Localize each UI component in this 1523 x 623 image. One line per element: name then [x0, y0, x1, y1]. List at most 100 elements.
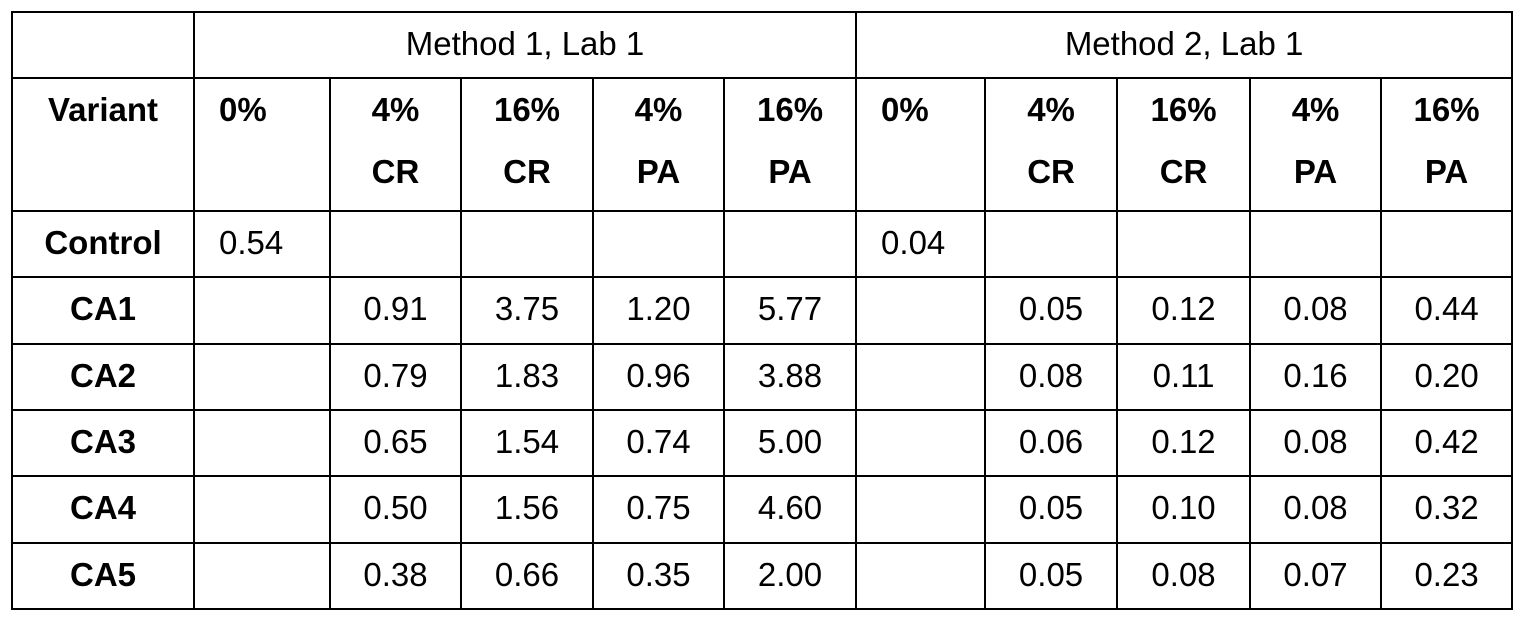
column-header: 16%PA [1381, 78, 1512, 211]
value-cell: 0.66 [461, 543, 593, 609]
value-cell: 0.65 [330, 410, 461, 476]
value-cell [461, 211, 593, 277]
value-cell: 0.35 [593, 543, 724, 609]
value-cell: 0.23 [1381, 543, 1512, 609]
value-cell [1381, 211, 1512, 277]
variant-cell: CA3 [12, 410, 194, 476]
value-cell: 0.91 [330, 277, 461, 343]
column-header: 4%PA [1250, 78, 1381, 211]
group-header-method-2: Method 2, Lab 1 [856, 12, 1512, 78]
corner-cell [12, 12, 194, 78]
value-cell [194, 277, 330, 343]
column-header-row: Variant 0% 4%CR 16%CR 4%PA 16%PA 0% 4%CR… [12, 78, 1512, 211]
value-cell: 0.08 [985, 344, 1117, 410]
value-cell: 0.12 [1117, 277, 1250, 343]
value-cell: 0.06 [985, 410, 1117, 476]
table-row: CA50.380.660.352.000.050.080.070.23 [12, 543, 1512, 609]
value-cell: 0.11 [1117, 344, 1250, 410]
value-cell: 0.07 [1250, 543, 1381, 609]
value-cell [856, 543, 985, 609]
column-header-line-2: CR [986, 141, 1116, 203]
column-header-line-1: 16% [1382, 79, 1511, 141]
value-cell: 0.05 [985, 476, 1117, 542]
variant-header: Variant [12, 78, 194, 211]
column-header-line-2: PA [1382, 141, 1511, 203]
value-cell: 0.38 [330, 543, 461, 609]
column-header-line-2: PA [1251, 141, 1380, 203]
column-header-line-1: 4% [331, 79, 460, 141]
column-header: 4%CR [985, 78, 1117, 211]
value-cell: 0.74 [593, 410, 724, 476]
table-row: CA10.913.751.205.770.050.120.080.44 [12, 277, 1512, 343]
value-cell: 0.16 [1250, 344, 1381, 410]
value-cell: 5.77 [724, 277, 856, 343]
value-cell [194, 476, 330, 542]
value-cell [1117, 211, 1250, 277]
column-header-line-1: 0% [219, 79, 329, 141]
column-header: 4%PA [593, 78, 724, 211]
value-cell [1250, 211, 1381, 277]
value-cell [330, 211, 461, 277]
value-cell [856, 476, 985, 542]
table-row: Control0.54 0.04 [12, 211, 1512, 277]
value-cell: 1.83 [461, 344, 593, 410]
value-cell: 0.10 [1117, 476, 1250, 542]
value-cell: 0.08 [1250, 410, 1381, 476]
value-cell: 0.32 [1381, 476, 1512, 542]
value-cell [194, 344, 330, 410]
value-cell: 0.79 [330, 344, 461, 410]
value-cell: 0.04 [856, 211, 985, 277]
column-header-line-1: 16% [1118, 79, 1249, 141]
variant-cell: CA1 [12, 277, 194, 343]
value-cell: 0.05 [985, 543, 1117, 609]
column-header-line-1: 4% [1251, 79, 1380, 141]
group-header-row: Method 1, Lab 1 Method 2, Lab 1 [12, 12, 1512, 78]
value-cell: 0.20 [1381, 344, 1512, 410]
group-header-method-1: Method 1, Lab 1 [194, 12, 856, 78]
table-row: CA30.651.540.745.000.060.120.080.42 [12, 410, 1512, 476]
data-table: Method 1, Lab 1 Method 2, Lab 1 Variant … [11, 11, 1513, 610]
column-header: 0% [856, 78, 985, 211]
value-cell: 0.54 [194, 211, 330, 277]
value-cell [856, 277, 985, 343]
value-cell: 0.75 [593, 476, 724, 542]
value-cell: 1.20 [593, 277, 724, 343]
column-header: 16%CR [461, 78, 593, 211]
value-cell: 0.96 [593, 344, 724, 410]
column-header: 16%PA [724, 78, 856, 211]
value-cell: 0.12 [1117, 410, 1250, 476]
value-cell [856, 410, 985, 476]
table-row: CA4 0.501.560.754.60 0.050.100.080.32 [12, 476, 1512, 542]
value-cell: 0.44 [1381, 277, 1512, 343]
value-cell [985, 211, 1117, 277]
column-header-line-1: 4% [594, 79, 723, 141]
value-cell: 1.56 [461, 476, 593, 542]
value-cell: 3.75 [461, 277, 593, 343]
variant-cell: CA2 [12, 344, 194, 410]
table-body: Control0.540.04CA10.913.751.205.770.050.… [12, 211, 1512, 609]
column-header: 0% [194, 78, 330, 211]
column-header-line-2: CR [1118, 141, 1249, 203]
column-header: 16%CR [1117, 78, 1250, 211]
value-cell: 0.50 [330, 476, 461, 542]
column-header-line-2: CR [331, 141, 460, 203]
value-cell: 5.00 [724, 410, 856, 476]
value-cell [194, 543, 330, 609]
value-cell [856, 344, 985, 410]
value-cell: 2.00 [724, 543, 856, 609]
column-header-line-2: PA [725, 141, 855, 203]
value-cell: 4.60 [724, 476, 856, 542]
value-cell: 0.08 [1250, 476, 1381, 542]
column-header-line-1: 16% [462, 79, 592, 141]
value-cell [593, 211, 724, 277]
variant-cell: Control [12, 211, 194, 277]
value-cell: 0.05 [985, 277, 1117, 343]
column-header-line-1: 0% [881, 79, 984, 141]
table-row: CA20.791.830.963.880.080.110.160.20 [12, 344, 1512, 410]
value-cell: 0.42 [1381, 410, 1512, 476]
variant-cell: CA4 [12, 476, 194, 542]
column-header-line-2: PA [594, 141, 723, 203]
column-header: 4%CR [330, 78, 461, 211]
column-header-line-1: 16% [725, 79, 855, 141]
value-cell [724, 211, 856, 277]
